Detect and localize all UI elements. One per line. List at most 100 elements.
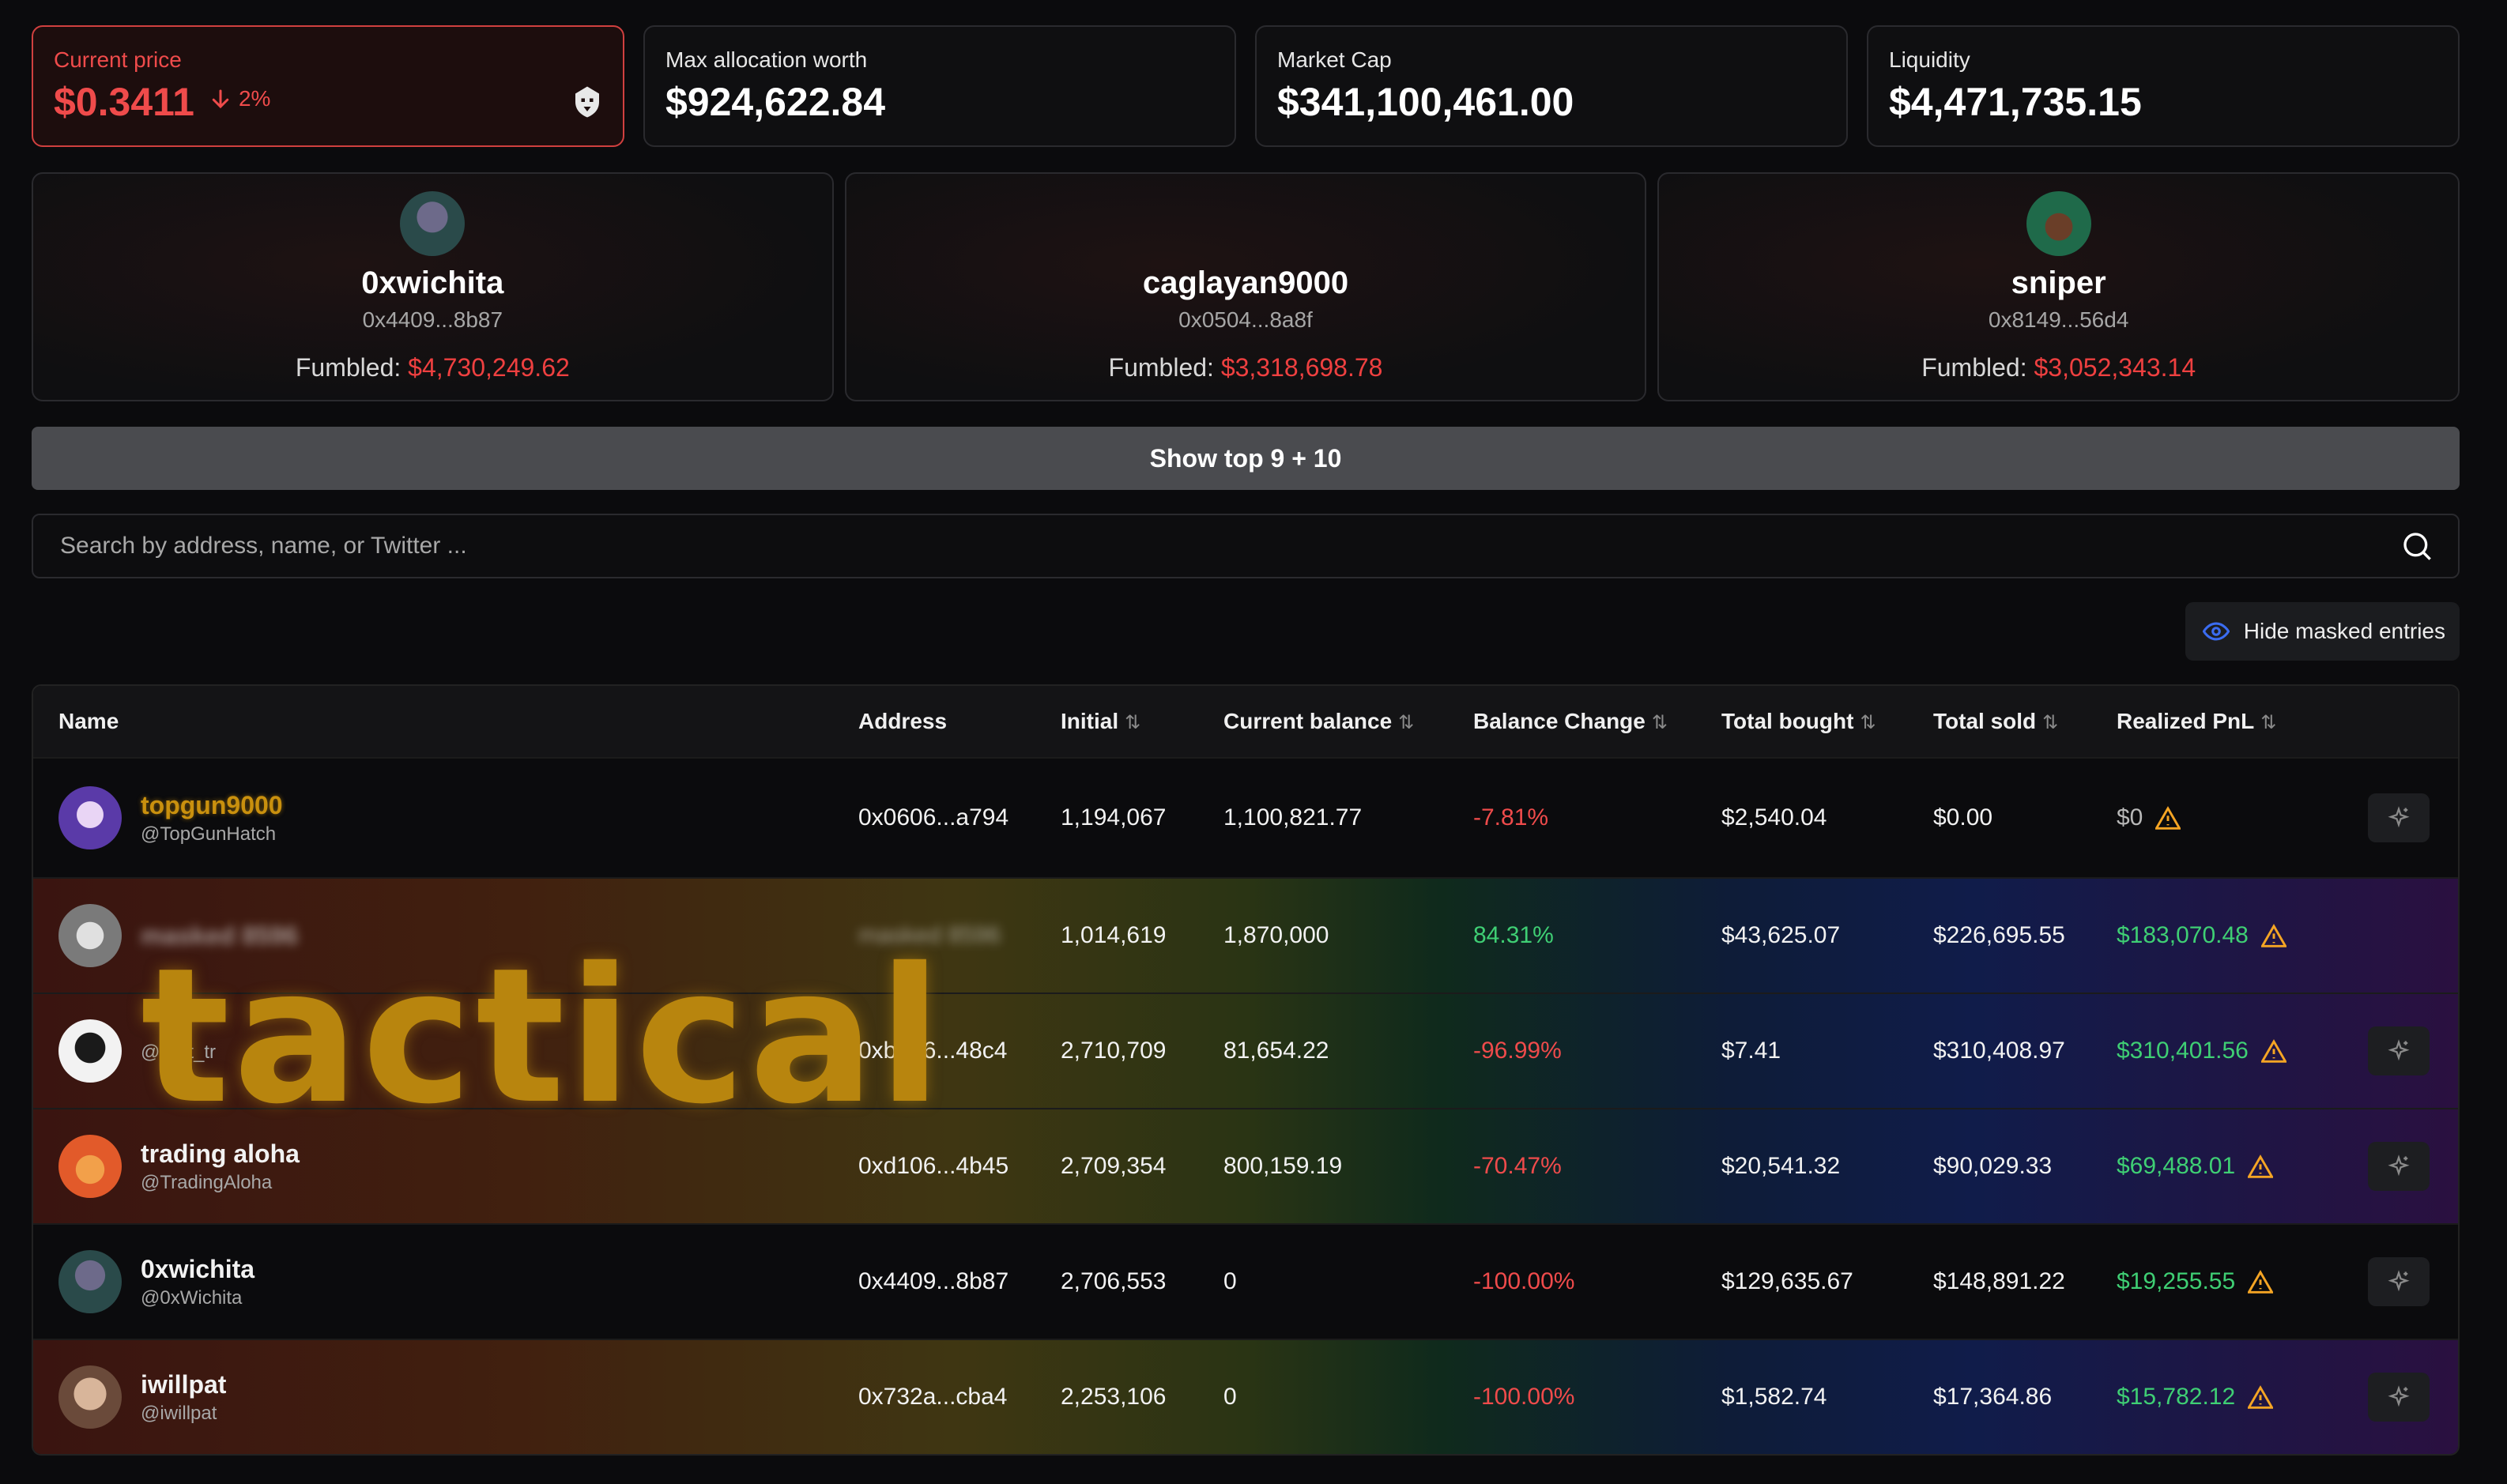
total-sold: $90,029.33	[1933, 1153, 2053, 1179]
header-total-bought[interactable]: Total bought ⇅	[1721, 709, 1876, 733]
search-icon[interactable]	[2401, 530, 2433, 562]
top-fumbler-address: 0x8149...56d4	[1988, 307, 2129, 332]
total-bought: $7.41	[1721, 1038, 1781, 1064]
sparkle-icon	[2388, 1154, 2410, 1177]
search-bar	[32, 514, 2460, 578]
sparkle-icon	[2388, 1039, 2410, 1061]
user-name: iwillpat	[141, 1369, 227, 1399]
sort-icon[interactable]: ⇅	[1651, 712, 1668, 733]
total-sold: $148,891.22	[1933, 1268, 2065, 1294]
sparkle-icon	[2388, 806, 2410, 828]
user-handle[interactable]: @0xWichita	[141, 1286, 243, 1309]
total-sold: $226,695.55	[1933, 922, 2065, 948]
address[interactable]: 0x0606...a794	[858, 804, 1009, 831]
hide-masked-label: Hide masked entries	[2243, 619, 2445, 643]
table-row[interactable]: trading aloha @TradingAloha 0xd106...4b4…	[33, 1108, 2458, 1223]
avatar	[400, 191, 466, 256]
address[interactable]: 0xd106...4b45	[858, 1153, 1009, 1179]
initial: 1,194,067	[1061, 804, 1167, 831]
realized-pnl: $0	[2117, 804, 2143, 831]
header-initial[interactable]: Initial ⇅	[1061, 709, 1141, 733]
user-handle[interactable]: @iwillpat	[141, 1402, 217, 1424]
avatar	[2026, 191, 2091, 256]
user-handle[interactable]: @twitt_tr	[141, 1041, 217, 1063]
total-bought: $1,582.74	[1721, 1384, 1827, 1410]
sparkle-button[interactable]	[2368, 1026, 2430, 1075]
top-fumbler-card[interactable]: sniper 0x8149...56d4 Fumbled: $3,052,343…	[1657, 172, 2460, 401]
header-current-balance[interactable]: Current balance ⇅	[1223, 709, 1415, 733]
sort-icon[interactable]: ⇅	[2042, 712, 2059, 733]
sort-icon[interactable]: ⇅	[1860, 712, 1876, 733]
page: Current price $0.3411 2% Max allocation …	[32, 25, 2460, 1456]
total-sold: $310,408.97	[1933, 1038, 2065, 1064]
address[interactable]: 0x732a...cba4	[858, 1384, 1008, 1410]
header-total-sold[interactable]: Total sold ⇅	[1933, 709, 2059, 733]
table-row[interactable]: 0xwichita @0xWichita 0x4409...8b87 2,706…	[33, 1223, 2458, 1339]
price-change: 2%	[209, 86, 270, 111]
top-fumbler-name: sniper	[2011, 266, 2106, 300]
current-balance: 0	[1223, 1384, 1237, 1410]
avatar	[58, 904, 122, 967]
table-row[interactable]: masked 8596 masked 8596 1,014,619 1,870,…	[33, 877, 2458, 992]
address[interactable]: 0x4409...8b87	[858, 1268, 1009, 1294]
market-cap-value: $341,100,461.00	[1277, 80, 1574, 124]
sparkle-button[interactable]	[2368, 793, 2430, 842]
sparkle-button[interactable]	[2368, 1142, 2430, 1191]
header-name[interactable]: Name	[58, 709, 119, 733]
address[interactable]: 0xb5d6...48c4	[858, 1038, 1008, 1064]
current-price-label: Current price	[54, 47, 182, 72]
realized-pnl: $15,782.12	[2117, 1384, 2236, 1410]
max-allocation-value: $924,622.84	[665, 80, 886, 124]
top-fumbler-name: 0xwichita	[361, 266, 504, 300]
warning-icon[interactable]	[2248, 1270, 2274, 1294]
max-allocation-card: Max allocation worth $924,622.84	[643, 25, 1236, 147]
avatar	[58, 786, 122, 849]
header-balance-change[interactable]: Balance Change ⇅	[1473, 709, 1668, 733]
warning-icon[interactable]	[2248, 1154, 2274, 1178]
table-row[interactable]: topgun9000 @TopGunHatch 0x0606...a794 1,…	[33, 757, 2458, 877]
initial: 2,253,106	[1061, 1384, 1167, 1410]
avatar	[58, 1365, 122, 1429]
warning-icon[interactable]	[2155, 806, 2181, 830]
avatar	[58, 1250, 122, 1313]
table-row[interactable]: @twitt_tr 0xb5d6...48c4 2,710,709 81,654…	[33, 992, 2458, 1108]
top-fumbler-address: 0x0504...8a8f	[1178, 307, 1313, 332]
current-balance: 81,654.22	[1223, 1038, 1329, 1064]
top-fumbler-fumbled: Fumbled: $4,730,249.62	[295, 353, 570, 382]
sort-icon[interactable]: ⇅	[1125, 712, 1141, 733]
search-input[interactable]	[58, 532, 2275, 560]
balance-change: -100.00%	[1473, 1268, 1575, 1294]
eye-icon	[2202, 622, 2230, 641]
user-handle[interactable]: @TopGunHatch	[141, 823, 277, 845]
top-fumbler-card[interactable]: 0xwichita 0x4409...8b87 Fumbled: $4,730,…	[32, 172, 834, 401]
liquidity-label: Liquidity	[1889, 47, 1970, 72]
sparkle-button[interactable]	[2368, 1373, 2430, 1422]
current-balance: 0	[1223, 1268, 1237, 1294]
top-fumbler-card[interactable]: caglayan9000 0x0504...8a8f Fumbled: $3,3…	[844, 172, 1647, 401]
warning-icon[interactable]	[2260, 1039, 2286, 1063]
hide-masked-button[interactable]: Hide masked entries	[2185, 602, 2460, 661]
header-address[interactable]: Address	[858, 709, 948, 733]
table-header: Name Address Initial ⇅ Current balance ⇅ B…	[33, 686, 2458, 757]
table-row[interactable]: iwillpat @iwillpat 0x732a...cba4 2,253,1…	[33, 1339, 2458, 1454]
current-balance: 800,159.19	[1223, 1153, 1343, 1179]
initial: 1,014,619	[1061, 922, 1167, 948]
balance-change: -7.81%	[1473, 804, 1549, 831]
show-top-button[interactable]: Show top 9 + 10	[32, 427, 2460, 490]
top-fumbler-fumbled: Fumbled: $3,052,343.14	[1921, 353, 2196, 382]
balance-change: -70.47%	[1473, 1153, 1562, 1179]
warning-icon[interactable]	[2248, 1385, 2274, 1409]
sort-icon[interactable]: ⇅	[2260, 712, 2277, 733]
header-realized-pnl[interactable]: Realized PnL ⇅	[2117, 709, 2277, 733]
address[interactable]: masked 8596	[858, 922, 1001, 948]
balance-change: -100.00%	[1473, 1384, 1575, 1410]
total-bought: $43,625.07	[1721, 922, 1841, 948]
user-handle[interactable]: @TradingAloha	[141, 1171, 273, 1193]
sparkle-icon	[2388, 1385, 2410, 1407]
total-bought: $2,540.04	[1721, 804, 1827, 831]
warning-icon[interactable]	[2260, 924, 2286, 947]
top-fumbler-fumbled: Fumbled: $3,318,698.78	[1108, 353, 1383, 382]
sort-icon[interactable]: ⇅	[1398, 712, 1415, 733]
total-bought: $129,635.67	[1721, 1268, 1853, 1294]
sparkle-button[interactable]	[2368, 1257, 2430, 1306]
